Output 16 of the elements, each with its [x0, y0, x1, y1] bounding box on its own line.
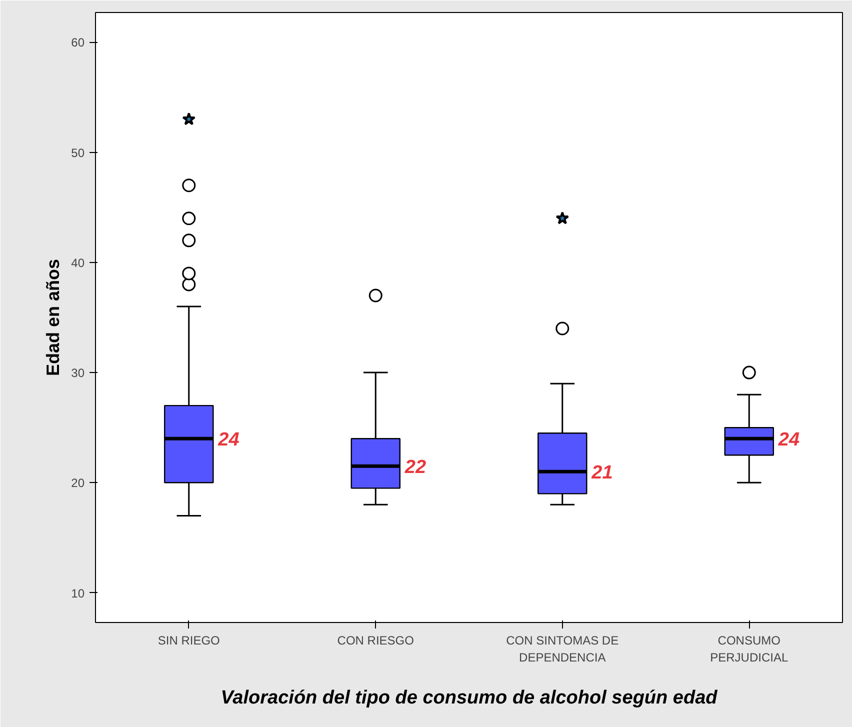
y-tick-label: 10	[71, 586, 85, 600]
x-axis-title: Valoración del tipo de consumo de alcohol según edad	[220, 687, 718, 708]
y-tick-label: 50	[71, 146, 85, 160]
y-tick-label: 60	[71, 36, 85, 50]
annotation: 22	[404, 457, 426, 478]
annotation: 24	[217, 430, 240, 451]
annotation: 24	[777, 430, 800, 451]
x-tick-label: CON RIESGO	[337, 634, 414, 648]
y-axis-title: Edad en años	[43, 258, 64, 376]
annotation: 21	[590, 462, 613, 484]
x-tick-label: CONSUMO PERJUDICIAL	[710, 634, 788, 664]
y-tick-label: 20	[71, 476, 85, 490]
y-tick-label: 30	[71, 366, 85, 380]
x-tick-label: CON SINTOMAS DE DEPENDENCIA	[506, 634, 619, 664]
x-tick-label: SIN RIEGO	[158, 634, 220, 648]
y-tick-label: 40	[71, 256, 85, 270]
